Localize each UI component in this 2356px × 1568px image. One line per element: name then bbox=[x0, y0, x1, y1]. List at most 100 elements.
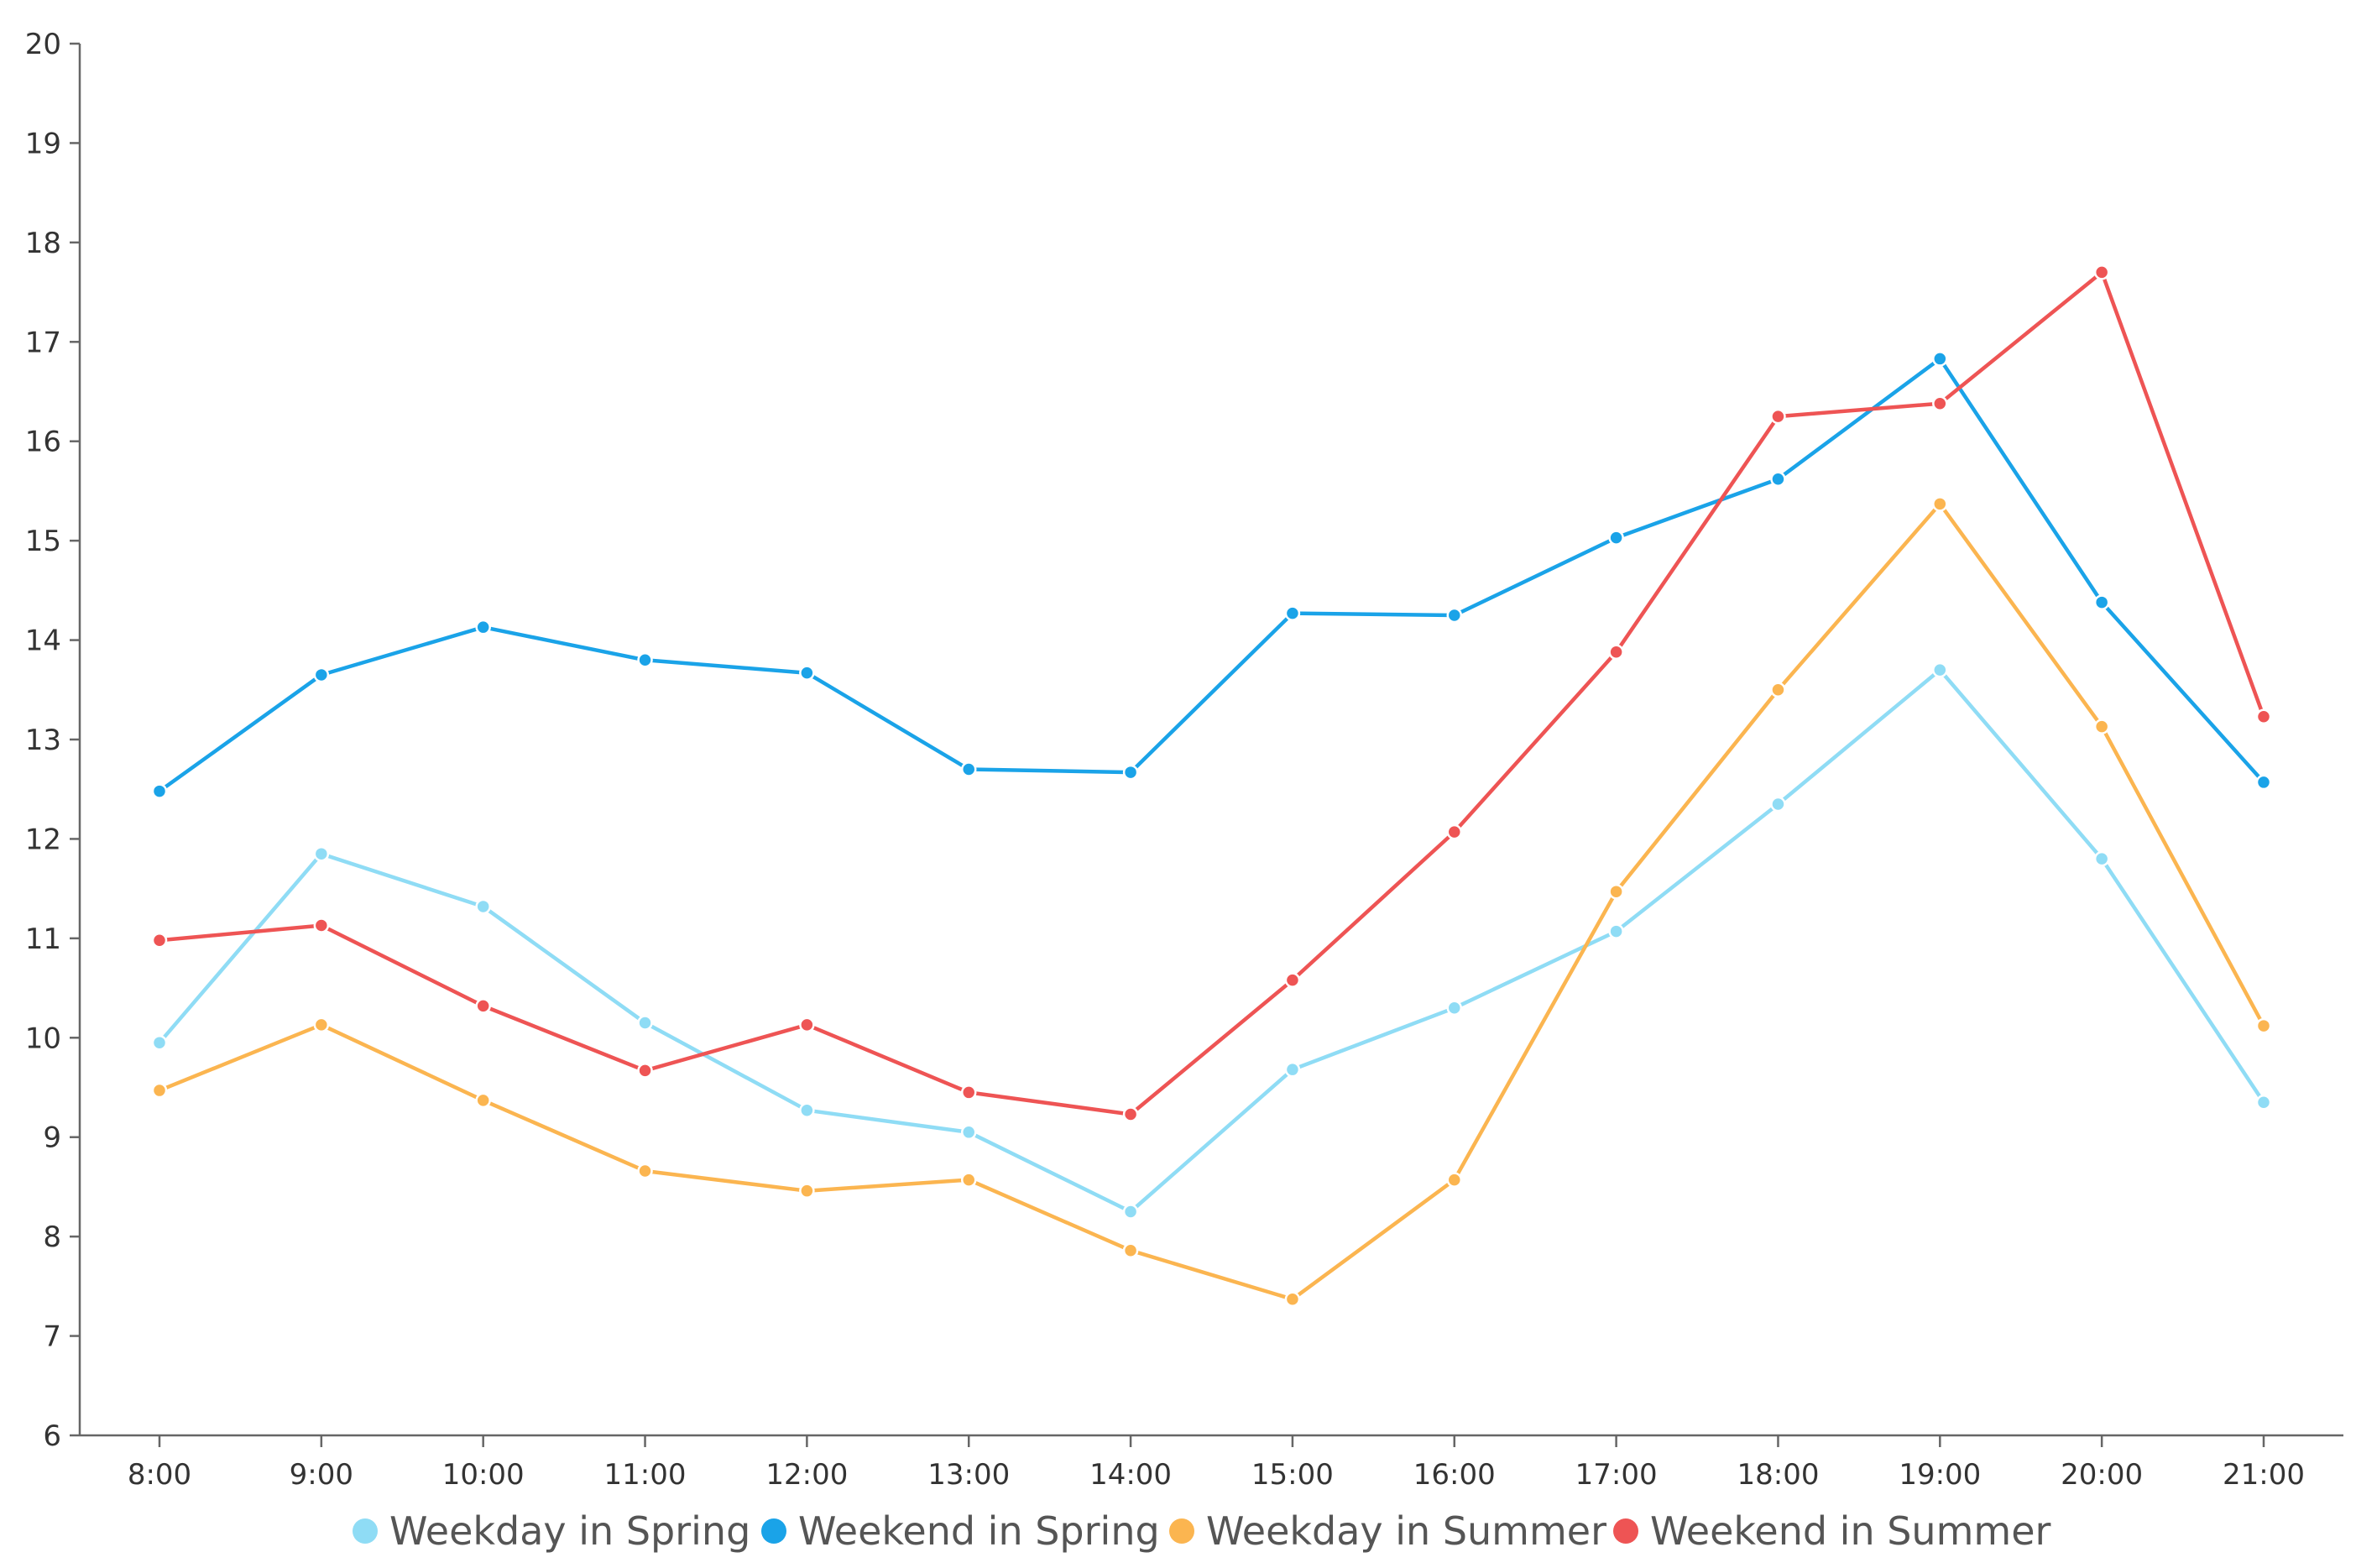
x-tick-label: 11:00 bbox=[604, 1458, 687, 1492]
series-2 bbox=[151, 496, 2272, 1308]
legend-label: Weekend in Spring bbox=[798, 1508, 1160, 1554]
data-point bbox=[475, 898, 491, 915]
x-tick-label: 12:00 bbox=[765, 1458, 848, 1492]
data-point bbox=[1446, 607, 1463, 624]
data-point bbox=[2255, 1017, 2272, 1034]
x-tick-label: 13:00 bbox=[927, 1458, 1010, 1492]
series-1 bbox=[151, 351, 2272, 799]
data-point bbox=[960, 1124, 977, 1141]
data-point bbox=[1446, 1172, 1463, 1188]
data-point bbox=[475, 1092, 491, 1109]
data-point bbox=[1284, 972, 1301, 988]
data-point bbox=[1932, 395, 1948, 411]
data-point bbox=[2255, 1095, 2272, 1111]
series-line bbox=[157, 270, 2266, 1116]
data-point bbox=[313, 845, 330, 862]
data-point bbox=[151, 932, 168, 949]
data-point bbox=[2093, 594, 2110, 610]
data-point bbox=[313, 666, 330, 683]
data-point bbox=[313, 1017, 330, 1033]
data-point bbox=[637, 652, 653, 668]
legend-marker bbox=[1169, 1518, 1194, 1544]
x-tick-label: 20:00 bbox=[2061, 1458, 2143, 1492]
data-point bbox=[1770, 408, 1786, 425]
data-point bbox=[1932, 661, 1948, 678]
legend-item: Weekend in Summer bbox=[1613, 1508, 2050, 1554]
series-line bbox=[157, 357, 2266, 793]
x-tick-label: 18:00 bbox=[1737, 1458, 1819, 1492]
legend-label: Weekend in Summer bbox=[1650, 1508, 2050, 1554]
data-point bbox=[1284, 1061, 1301, 1078]
data-point bbox=[799, 665, 815, 681]
legend: Weekday in Spring Weekend in Spring Weekda… bbox=[353, 1508, 2050, 1554]
data-point bbox=[637, 1163, 653, 1179]
y-tick-label: 17 bbox=[25, 326, 61, 359]
data-point bbox=[960, 1172, 977, 1188]
series-0 bbox=[151, 661, 2272, 1220]
data-point bbox=[637, 1015, 653, 1031]
data-point bbox=[2093, 719, 2110, 734]
y-tick-label: 7 bbox=[43, 1320, 61, 1354]
x-tick-label: 15:00 bbox=[1251, 1458, 1334, 1492]
y-tick-label: 12 bbox=[25, 823, 61, 856]
data-point bbox=[1284, 605, 1301, 621]
y-tick-label: 8 bbox=[43, 1220, 61, 1254]
data-point bbox=[960, 761, 977, 777]
data-point bbox=[1122, 1106, 1139, 1122]
data-point bbox=[2255, 774, 2272, 791]
data-point bbox=[2093, 264, 2110, 280]
legend-item: Weekday in Spring bbox=[353, 1508, 750, 1554]
data-point bbox=[1122, 1204, 1139, 1220]
legend-marker bbox=[761, 1518, 786, 1544]
legend-label: Weekday in Spring bbox=[389, 1508, 750, 1554]
data-point bbox=[799, 1017, 815, 1033]
data-point bbox=[1446, 1000, 1463, 1017]
x-tick-label: 9:00 bbox=[290, 1458, 353, 1492]
data-point bbox=[960, 1085, 977, 1100]
data-point bbox=[151, 783, 168, 799]
data-point bbox=[1608, 923, 1624, 939]
data-point bbox=[799, 1102, 815, 1118]
data-point bbox=[151, 1082, 168, 1099]
data-point bbox=[151, 1034, 168, 1051]
data-point bbox=[1284, 1291, 1301, 1308]
data-point bbox=[313, 917, 330, 933]
y-tick-label: 9 bbox=[43, 1121, 61, 1155]
legend-marker bbox=[353, 1518, 378, 1544]
data-point bbox=[475, 619, 491, 635]
series-line bbox=[157, 502, 2266, 1302]
series-layer bbox=[151, 264, 2272, 1308]
data-point bbox=[1608, 530, 1624, 546]
data-point bbox=[799, 1183, 815, 1199]
series-3 bbox=[151, 264, 2272, 1122]
data-point bbox=[1608, 644, 1624, 661]
y-tick-label: 19 bbox=[25, 127, 61, 160]
legend-marker bbox=[1613, 1518, 1638, 1544]
data-point bbox=[1122, 1242, 1139, 1258]
x-tick-label: 8:00 bbox=[128, 1458, 191, 1492]
data-point bbox=[1932, 351, 1948, 367]
data-point bbox=[1446, 823, 1463, 840]
y-tick-label: 14 bbox=[25, 625, 61, 658]
x-tick-label: 16:00 bbox=[1413, 1458, 1496, 1492]
data-point bbox=[1770, 471, 1786, 487]
series-line bbox=[157, 667, 2266, 1214]
data-point bbox=[1608, 883, 1624, 900]
x-tick-label: 19:00 bbox=[1899, 1458, 1981, 1492]
data-point bbox=[1122, 764, 1139, 781]
data-point bbox=[1770, 796, 1786, 813]
y-tick-label: 13 bbox=[25, 724, 61, 757]
y-tick-label: 20 bbox=[25, 28, 61, 61]
x-tick-label: 14:00 bbox=[1089, 1458, 1172, 1492]
data-point bbox=[475, 998, 491, 1014]
legend-item: Weekday in Summer bbox=[1169, 1508, 1606, 1554]
y-tick-label: 18 bbox=[25, 227, 61, 260]
y-tick-label: 10 bbox=[25, 1022, 61, 1055]
axes: 6 7 8 9 10 11 12 13 14 15 16 17 18 19 20 8:00 9:00 10:00 1… bbox=[25, 28, 2343, 1492]
data-point bbox=[637, 1063, 653, 1079]
data-point bbox=[2255, 708, 2272, 725]
y-tick-label: 15 bbox=[25, 525, 61, 558]
x-tick-label: 10:00 bbox=[442, 1458, 525, 1492]
y-tick-label: 6 bbox=[43, 1419, 61, 1453]
